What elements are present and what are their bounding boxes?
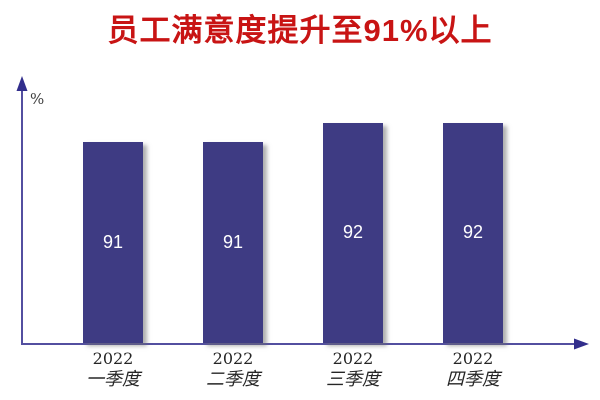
category-quarter: 二季度 — [206, 369, 260, 390]
category-label: 2022 四季度 — [413, 349, 533, 391]
bar: 91 — [203, 142, 263, 343]
bar: 92 — [323, 123, 383, 343]
bar-value-label: 92 — [462, 222, 484, 242]
category-year: 2022 — [92, 349, 134, 368]
y-axis — [16, 76, 28, 344]
category-label: 2022 三季度 — [293, 349, 413, 391]
category-quarter: 四季度 — [446, 369, 500, 390]
y-axis-arrow-icon — [16, 76, 28, 91]
category-quarter: 三季度 — [326, 369, 380, 390]
bar: 91 — [83, 142, 143, 343]
bar-value-label: 91 — [102, 231, 124, 252]
x-axis — [21, 338, 589, 350]
bar-value-label: 91 — [222, 231, 244, 252]
chart-title: 员工满意度提升至91%以上 — [107, 13, 493, 48]
y-axis-unit-label: % — [30, 90, 45, 108]
category-label: 2022 二季度 — [173, 349, 293, 391]
category-label: 2022 一季度 — [53, 349, 173, 391]
bar: 92 — [443, 123, 503, 343]
category-year: 2022 — [212, 349, 254, 368]
bar-value-label: 92 — [342, 222, 364, 242]
category-year: 2022 — [452, 349, 494, 368]
category-quarter: 一季度 — [86, 369, 140, 390]
x-axis-arrow-icon — [574, 338, 589, 350]
category-year: 2022 — [332, 349, 374, 368]
